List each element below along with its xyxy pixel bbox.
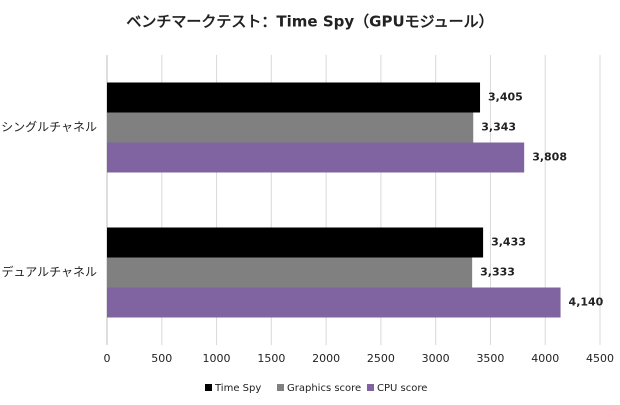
x-tick-label: 2000 bbox=[312, 352, 340, 365]
category-label: デュアルチャネル bbox=[1, 264, 97, 279]
value-label: 3,343 bbox=[481, 121, 516, 134]
bar bbox=[107, 112, 474, 143]
x-tick-label: 500 bbox=[151, 352, 172, 365]
legend-swatch bbox=[205, 384, 212, 391]
value-label: 3,433 bbox=[491, 236, 526, 249]
bar bbox=[107, 287, 561, 318]
x-tick-label: 4500 bbox=[586, 352, 614, 365]
value-label: 3,808 bbox=[532, 151, 567, 164]
legend-label: Graphics score bbox=[287, 383, 361, 394]
bar bbox=[107, 142, 525, 173]
legend-swatch bbox=[277, 384, 284, 391]
x-tick-label: 0 bbox=[104, 352, 111, 365]
bar bbox=[107, 227, 484, 258]
x-tick-label: 4000 bbox=[531, 352, 559, 365]
value-label: 3,405 bbox=[488, 91, 523, 104]
chart-title: ベンチマークテスト：Time Spy（GPUモジュール） bbox=[126, 13, 493, 31]
legend-label: Time Spy bbox=[214, 383, 261, 394]
category-label: シングルチャネル bbox=[1, 120, 97, 134]
value-label: 4,140 bbox=[569, 296, 604, 309]
legend-swatch bbox=[367, 384, 374, 391]
x-tick-label: 3000 bbox=[422, 352, 450, 365]
value-label: 3,333 bbox=[480, 266, 515, 279]
bar bbox=[107, 257, 473, 288]
x-tick-label: 1000 bbox=[203, 352, 231, 365]
x-tick-label: 3500 bbox=[476, 352, 504, 365]
x-tick-label: 2500 bbox=[367, 352, 395, 365]
legend-label: CPU score bbox=[377, 383, 427, 394]
bar bbox=[107, 82, 481, 113]
x-tick-label: 1500 bbox=[257, 352, 285, 365]
